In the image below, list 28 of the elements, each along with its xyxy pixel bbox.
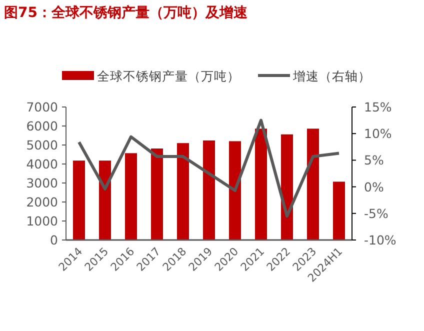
bar — [203, 140, 215, 240]
legend-label: 全球不锈钢产量（万吨） — [97, 68, 240, 84]
bar — [151, 148, 163, 240]
y-tick-label: 0 — [50, 232, 58, 248]
bar — [177, 143, 189, 240]
y2-tick-label: 10% — [364, 126, 392, 142]
y2-tick-label: 15% — [364, 100, 392, 114]
y-tick-label: 1000 — [26, 214, 58, 228]
legend-label: 增速（右轴） — [292, 68, 371, 84]
y-tick-label: 2000 — [26, 194, 58, 210]
y2-tick-label: -10% — [364, 232, 396, 248]
y-tick-label: 7000 — [26, 100, 58, 114]
y-tick-label: 4000 — [26, 156, 58, 172]
y2-tick-label: 5% — [364, 152, 384, 168]
y-tick-label: 5000 — [26, 138, 58, 152]
y2-tick-label: 0% — [364, 179, 384, 194]
bar — [99, 160, 111, 240]
y2-tick-label: -5% — [364, 206, 388, 221]
bar — [333, 182, 345, 240]
bar — [229, 141, 241, 240]
bar — [255, 128, 267, 240]
y-tick-label: 6000 — [26, 118, 58, 134]
bar — [125, 153, 137, 240]
bar — [307, 128, 319, 240]
title: 图75：全球不锈钢产量（万吨）及增速 — [4, 5, 248, 21]
bar — [73, 160, 85, 240]
bar — [281, 134, 293, 240]
y-tick-label: 3000 — [26, 176, 58, 190]
